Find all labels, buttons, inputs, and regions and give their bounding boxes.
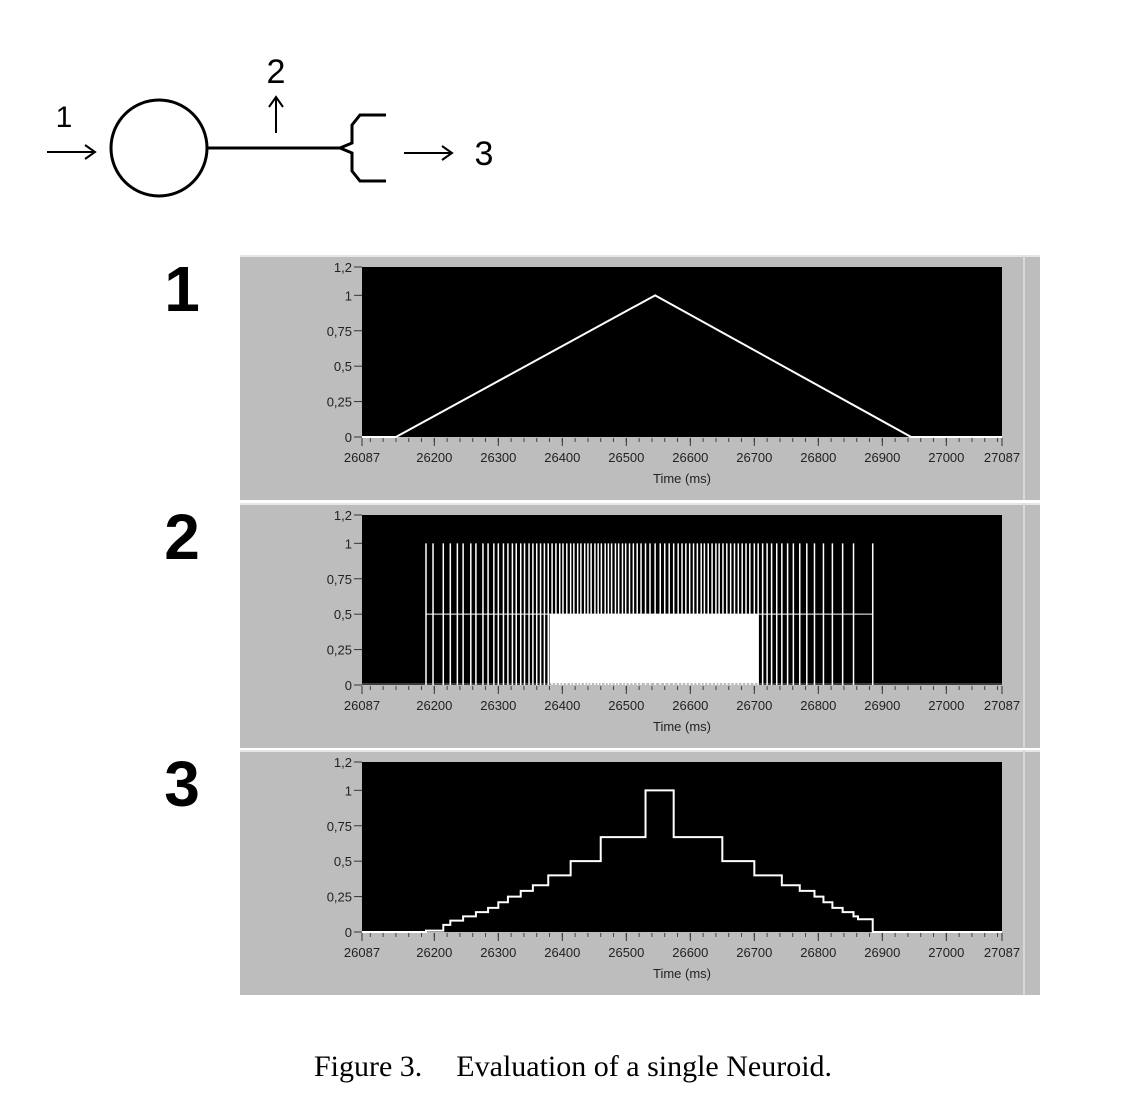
x-tick-label: 26900 bbox=[864, 450, 900, 465]
y-tick-label: 0,5 bbox=[334, 854, 352, 869]
x-tick-label: 26400 bbox=[544, 450, 580, 465]
x-tick-label: 26900 bbox=[864, 945, 900, 960]
y-tick-label: 1,2 bbox=[334, 755, 352, 770]
figure-caption: Figure 3. Evaluation of a single Neuroid. bbox=[0, 1050, 1146, 1084]
y-tick-label: 1 bbox=[345, 783, 352, 798]
chart-panels: 1 0 0,25 0,5 0,75 1 1,2 26087 26200 26300 26400 265… bbox=[164, 253, 1040, 995]
y-tick-label: 0 bbox=[345, 925, 352, 940]
x-tick-label: 26600 bbox=[672, 698, 708, 713]
neuroid-schematic: 1 2 3 bbox=[47, 53, 494, 198]
x-tick-label: 26300 bbox=[480, 698, 516, 713]
y-tick-label: 0 bbox=[345, 430, 352, 445]
output-arrow-icon bbox=[404, 145, 454, 161]
neuron-soma bbox=[109, 98, 209, 198]
input-label: 1 bbox=[56, 101, 73, 134]
output-label: 3 bbox=[475, 135, 494, 173]
panel-number: 2 bbox=[164, 501, 200, 573]
y-tick-label: 1 bbox=[345, 536, 352, 551]
x-tick-label: 26600 bbox=[672, 945, 708, 960]
x-tick-label: 26300 bbox=[480, 450, 516, 465]
series-line bbox=[362, 294, 1002, 438]
y-tick-label: 0,75 bbox=[327, 819, 352, 834]
panel-number: 1 bbox=[164, 253, 200, 325]
panel-number: 3 bbox=[164, 748, 200, 820]
x-tick-label: 26800 bbox=[800, 698, 836, 713]
plot-area bbox=[362, 267, 1002, 437]
axon-arrow-icon bbox=[268, 95, 284, 133]
y-tick-label: 0,75 bbox=[327, 324, 352, 339]
x-tick-label: 27000 bbox=[928, 945, 964, 960]
x-tick-label: 26400 bbox=[544, 945, 580, 960]
x-tick-label: 26700 bbox=[736, 945, 772, 960]
y-tick-label: 0,25 bbox=[327, 643, 352, 658]
chart-2: 2 0 0,25 0,5 0,75 1 1,2 26087 26200 26300 26400 265… bbox=[164, 501, 1040, 748]
y-tick-label: 1,2 bbox=[334, 260, 352, 275]
x-tick-label: 26087 bbox=[344, 450, 380, 465]
y-tick-label: 0,75 bbox=[327, 572, 352, 587]
caption-text: Evaluation of a single Neuroid. bbox=[456, 1050, 833, 1083]
x-tick-label: 26700 bbox=[736, 450, 772, 465]
x-tick-label: 26500 bbox=[608, 698, 644, 713]
x-tick-label: 26600 bbox=[672, 450, 708, 465]
plot-area bbox=[362, 762, 1002, 932]
axon-label: 2 bbox=[267, 53, 286, 91]
x-tick-label: 26700 bbox=[736, 698, 772, 713]
x-tick-label: 26087 bbox=[344, 945, 380, 960]
x-tick-label: 27087 bbox=[984, 698, 1020, 713]
y-tick-label: 0 bbox=[345, 678, 352, 693]
x-tick-label: 26300 bbox=[480, 945, 516, 960]
y-tick-label: 0,5 bbox=[334, 359, 352, 374]
synapse-bracket-icon bbox=[336, 113, 386, 183]
input-arrow-icon bbox=[47, 144, 97, 160]
figure-number: Figure 3. bbox=[313, 1050, 423, 1083]
x-tick-label: 26800 bbox=[800, 450, 836, 465]
y-tick-label: 0,25 bbox=[327, 395, 352, 410]
x-tick-label: 26200 bbox=[416, 945, 452, 960]
y-tick-label: 0,5 bbox=[334, 607, 352, 622]
y-tick-label: 0,25 bbox=[327, 890, 352, 905]
series-step bbox=[362, 789, 1002, 933]
y-tick-label: 1 bbox=[345, 288, 352, 303]
x-tick-label: 27000 bbox=[928, 450, 964, 465]
x-axis-label: Time (ms) bbox=[653, 719, 711, 734]
x-tick-label: 26087 bbox=[344, 698, 380, 713]
chart-1: 1 0 0,25 0,5 0,75 1 1,2 26087 26200 26300 26400 265… bbox=[164, 253, 1040, 500]
x-tick-label: 26500 bbox=[608, 945, 644, 960]
chart-3: 3 0 0,25 0,5 0,75 1 1,2 26087 26200 26300 26400 265… bbox=[164, 748, 1040, 995]
x-tick-label: 26400 bbox=[544, 698, 580, 713]
x-axis-label: Time (ms) bbox=[653, 966, 711, 981]
x-tick-label: 27000 bbox=[928, 698, 964, 713]
x-axis-label: Time (ms) bbox=[653, 471, 711, 486]
x-tick-label: 26200 bbox=[416, 450, 452, 465]
x-tick-label: 27087 bbox=[984, 450, 1020, 465]
x-tick-label: 26200 bbox=[416, 698, 452, 713]
x-tick-label: 26800 bbox=[800, 945, 836, 960]
y-tick-label: 1,2 bbox=[334, 508, 352, 523]
x-tick-label: 27087 bbox=[984, 945, 1020, 960]
x-tick-label: 26500 bbox=[608, 450, 644, 465]
x-tick-label: 26900 bbox=[864, 698, 900, 713]
